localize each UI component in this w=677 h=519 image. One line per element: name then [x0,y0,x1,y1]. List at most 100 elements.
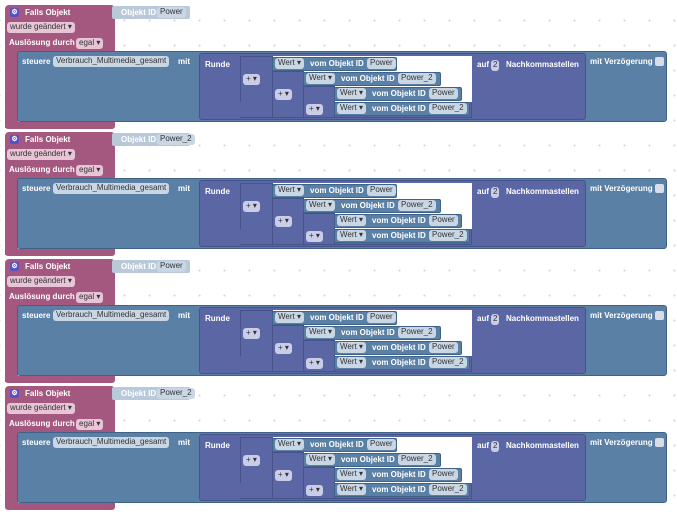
falls-objekt-label: Falls Objekt [25,389,71,398]
value-object-id[interactable]: Power_2 [429,357,467,368]
value-object-id[interactable]: Power_2 [398,73,436,84]
decimals-field[interactable]: 2 [491,441,500,452]
plus-operator-2[interactable]: + ▾ [275,343,292,354]
change-type-dropdown[interactable]: wurde geändert ▾ [7,403,75,414]
decimals-field[interactable]: 2 [491,187,500,198]
value-object-id[interactable]: Power_2 [398,200,436,211]
plus-operator-2[interactable]: + ▾ [275,216,292,227]
trigger-object-id[interactable]: Power_2 [157,388,195,399]
trigger-object-id[interactable]: Power [157,261,186,272]
value-object-id[interactable]: Power [429,88,458,99]
event-block-spine [5,51,18,128]
value-type-dropdown[interactable]: Wert ▾ [337,215,366,226]
verzoegerung-label: mit Verzögerung [590,438,653,447]
vom-objekt-label: vom Objekt ID [310,313,364,322]
value-type-dropdown[interactable]: Wert ▾ [337,357,366,368]
runde-label: Runde [205,187,230,196]
value-object-id[interactable]: Power_2 [398,454,436,465]
nachkomma-label: Nachkommastellen [506,441,579,450]
target-state-field[interactable]: Verbrauch_Multimedia_gesamt [53,56,170,67]
vom-objekt-label: vom Objekt ID [341,455,395,464]
value-object-id[interactable]: Power_2 [429,230,467,241]
value-object-id[interactable]: Power_2 [429,103,467,114]
value-type-dropdown[interactable]: Wert ▾ [306,200,335,211]
vom-objekt-label: vom Objekt ID [372,89,426,98]
falls-objekt-label: Falls Objekt [25,8,71,17]
value-type-dropdown[interactable]: Wert ▾ [275,439,304,450]
value-type-dropdown[interactable]: Wert ▾ [337,230,366,241]
decimals-field[interactable]: 2 [491,60,500,71]
value-type-dropdown[interactable]: Wert ▾ [337,88,366,99]
value-type-dropdown[interactable]: Wert ▾ [306,454,335,465]
change-type-dropdown[interactable]: wurde geändert ▾ [7,22,75,33]
gear-icon[interactable]: ⚙ [10,135,19,144]
value-type-dropdown[interactable]: Wert ▾ [306,73,335,84]
vom-objekt-label: vom Objekt ID [372,343,426,352]
vom-objekt-label: vom Objekt ID [310,440,364,449]
trigger-source-dropdown[interactable]: egal ▾ [76,38,104,49]
delay-checkbox[interactable] [655,438,664,447]
value-type-dropdown[interactable]: Wert ▾ [337,469,366,480]
value-object-id[interactable]: Power [367,58,396,69]
value-type-dropdown[interactable]: Wert ▾ [275,185,304,196]
auf-label: auf [477,314,489,323]
target-state-field[interactable]: Verbrauch_Multimedia_gesamt [53,183,170,194]
value-object-id[interactable]: Power [429,342,458,353]
plus-operator-2[interactable]: + ▾ [275,89,292,100]
value-type-dropdown[interactable]: Wert ▾ [337,484,366,495]
event-block-foot [5,503,115,510]
decimals-field[interactable]: 2 [491,314,500,325]
plus-operator-1[interactable]: + ▾ [243,455,260,466]
value-object-id[interactable]: Power_2 [429,484,467,495]
ausloesung-label: Auslösung durch [9,38,75,47]
plus-operator-3[interactable]: + ▾ [306,485,323,496]
trigger-source-dropdown[interactable]: egal ▾ [76,165,104,176]
object-id-label: Objekt ID [121,389,157,398]
mit-label: mit [178,184,190,193]
plus-operator-3[interactable]: + ▾ [306,358,323,369]
plus-operator-1[interactable]: + ▾ [243,328,260,339]
vom-objekt-label: vom Objekt ID [372,485,426,494]
vom-objekt-label: vom Objekt ID [341,201,395,210]
target-state-field[interactable]: Verbrauch_Multimedia_gesamt [53,437,170,448]
value-object-id[interactable]: Power [367,439,396,450]
value-object-id[interactable]: Power [367,312,396,323]
trigger-object-id[interactable]: Power [157,7,186,18]
value-object-id[interactable]: Power [429,469,458,480]
delay-checkbox[interactable] [655,57,664,66]
gear-icon[interactable]: ⚙ [10,389,19,398]
steuere-label: steuere [22,311,51,320]
delay-checkbox[interactable] [655,184,664,193]
gear-icon[interactable]: ⚙ [10,262,19,271]
gear-icon[interactable]: ⚙ [10,8,19,17]
value-object-id[interactable]: Power_2 [398,327,436,338]
event-block-foot [5,376,115,383]
plus-operator-1[interactable]: + ▾ [243,74,260,85]
change-type-dropdown[interactable]: wurde geändert ▾ [7,276,75,287]
value-type-dropdown[interactable]: Wert ▾ [306,327,335,338]
plus-operator-3[interactable]: + ▾ [306,231,323,242]
delay-checkbox[interactable] [655,311,664,320]
value-type-dropdown[interactable]: Wert ▾ [337,103,366,114]
trigger-source-dropdown[interactable]: egal ▾ [76,292,104,303]
value-object-id[interactable]: Power [367,185,396,196]
value-type-dropdown[interactable]: Wert ▾ [275,58,304,69]
value-type-dropdown[interactable]: Wert ▾ [275,312,304,323]
plus-operator-2[interactable]: + ▾ [275,470,292,481]
runde-label: Runde [205,314,230,323]
event-block-spine [5,305,18,382]
trigger-source-dropdown[interactable]: egal ▾ [76,419,104,430]
trigger-object-id[interactable]: Power_2 [157,134,195,145]
target-state-field[interactable]: Verbrauch_Multimedia_gesamt [53,310,170,321]
value-object-id[interactable]: Power [429,215,458,226]
value-type-dropdown[interactable]: Wert ▾ [337,342,366,353]
runde-label: Runde [205,441,230,450]
change-type-dropdown[interactable]: wurde geändert ▾ [7,149,75,160]
plus-operator-1[interactable]: + ▾ [243,201,260,212]
verzoegerung-label: mit Verzögerung [590,184,653,193]
plus-operator-3[interactable]: + ▾ [306,104,323,115]
steuere-label: steuere [22,438,51,447]
vom-objekt-label: vom Objekt ID [372,358,426,367]
